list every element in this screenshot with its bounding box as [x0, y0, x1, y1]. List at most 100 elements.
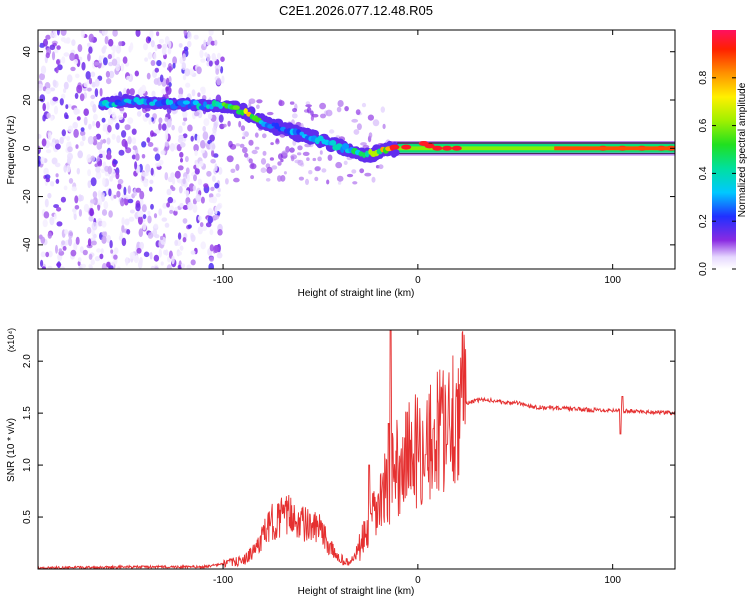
noise-cell — [107, 165, 113, 175]
noise-cell — [164, 141, 169, 147]
noise-cell — [222, 123, 227, 128]
noise-cell — [86, 154, 92, 163]
noise-cell — [90, 94, 96, 100]
noise-cell — [106, 78, 112, 85]
noise-cell — [56, 207, 62, 212]
ridge-cell — [243, 108, 248, 115]
noise-cell — [127, 136, 132, 145]
noise-cell — [43, 211, 50, 219]
noise-cell — [171, 186, 176, 192]
noise-cell — [199, 49, 204, 59]
noise-cell — [289, 147, 295, 153]
noise-cell — [260, 167, 267, 173]
noise-cell — [77, 257, 82, 262]
noise-cell — [141, 171, 148, 177]
noise-cell — [337, 100, 344, 107]
noise-cell — [127, 198, 134, 204]
noise-cell — [95, 121, 101, 129]
noise-cell — [277, 161, 282, 166]
noise-cell — [49, 32, 54, 38]
noise-cell — [117, 178, 124, 185]
noise-cell — [154, 129, 161, 134]
noise-cell — [190, 234, 196, 242]
noise-cell — [79, 93, 85, 102]
noise-cell — [79, 246, 84, 254]
noise-cell — [143, 179, 149, 188]
noise-cell — [94, 78, 100, 87]
noise-cell — [133, 254, 140, 264]
noise-cell — [168, 82, 172, 88]
noise-cell — [75, 144, 79, 149]
noise-cell — [172, 177, 176, 185]
noise-cell — [218, 167, 223, 175]
noise-cell — [71, 186, 78, 192]
noise-cell — [87, 238, 92, 247]
noise-cell — [121, 237, 127, 247]
ridge-cell — [329, 140, 337, 146]
noise-cell — [361, 102, 367, 108]
noise-cell — [45, 149, 52, 154]
noise-cell — [182, 121, 186, 126]
noise-cell — [312, 157, 317, 162]
noise-cell — [314, 166, 321, 172]
noise-cell — [256, 104, 260, 110]
noise-cell — [204, 52, 208, 57]
noise-cell — [182, 237, 187, 243]
noise-cell — [44, 174, 51, 180]
noise-cell — [111, 58, 118, 66]
noise-cell — [47, 192, 52, 199]
noise-cell — [164, 172, 169, 181]
noise-cell — [129, 42, 134, 51]
colorbar-label: Normalized spectral amplitude — [737, 82, 748, 217]
noise-cell — [110, 193, 115, 201]
snr-ytick-label: 0.5 — [22, 510, 33, 524]
noise-cell — [83, 108, 89, 116]
noise-cell — [187, 31, 192, 40]
noise-cell — [262, 150, 267, 156]
noise-cell — [39, 94, 46, 103]
noise-cell — [154, 67, 159, 73]
signal-core-hot — [554, 146, 675, 151]
noise-cell — [197, 178, 203, 186]
noise-cell — [40, 259, 44, 267]
noise-cell — [260, 158, 267, 165]
noise-cell — [283, 171, 287, 175]
noise-cell — [368, 132, 373, 139]
noise-cell — [240, 125, 246, 132]
noise-cell — [98, 153, 104, 159]
noise-cell — [141, 204, 147, 213]
noise-cell — [148, 116, 152, 125]
ridge-peak — [401, 144, 412, 150]
noise-cell — [266, 111, 274, 116]
noise-cell — [177, 232, 182, 240]
noise-cell — [213, 245, 219, 253]
noise-cell — [186, 173, 190, 183]
noise-cell — [378, 164, 384, 170]
noise-cell — [97, 190, 102, 199]
noise-cell — [193, 144, 199, 152]
noise-cell — [165, 77, 170, 86]
noise-cell — [209, 134, 215, 142]
noise-cell — [280, 158, 284, 163]
colorbar-tick-label: 0.4 — [698, 166, 709, 180]
noise-cell — [71, 39, 76, 46]
noise-cell — [208, 60, 213, 67]
noise-cell — [90, 71, 96, 78]
noise-cell — [66, 135, 71, 141]
noise-cell — [109, 240, 113, 249]
noise-cell — [112, 30, 118, 37]
noise-cell — [220, 66, 224, 74]
noise-cell — [190, 259, 196, 266]
noise-cell — [215, 68, 220, 75]
noise-cell — [99, 87, 103, 97]
snr-ytick-label: 1.5 — [22, 406, 33, 420]
noise-cell — [182, 178, 186, 185]
noise-cell — [44, 198, 49, 208]
noise-cell — [147, 142, 154, 147]
noise-cell — [139, 241, 145, 250]
noise-cell — [101, 209, 108, 216]
noise-cell — [271, 165, 278, 170]
noise-cell — [67, 125, 74, 133]
noise-cell — [380, 106, 385, 113]
noise-cell — [336, 106, 342, 113]
